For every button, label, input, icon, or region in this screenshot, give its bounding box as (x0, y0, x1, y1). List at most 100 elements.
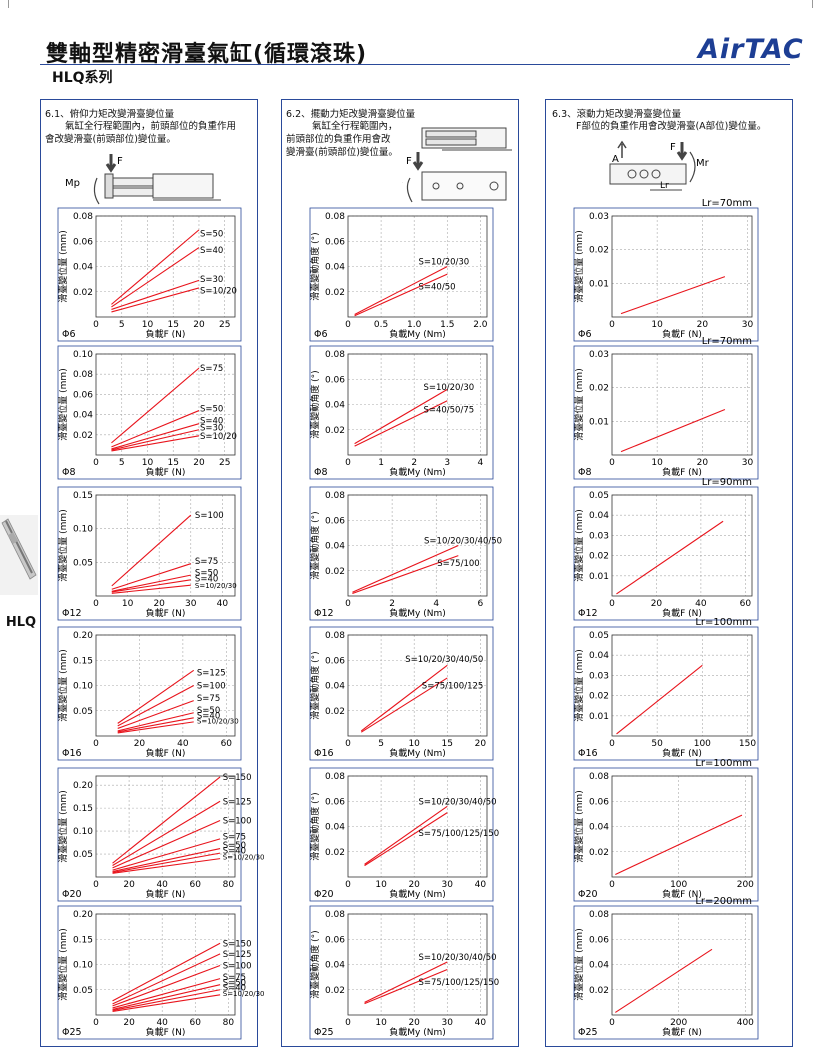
diagram-label-moment: My (402, 180, 403, 191)
side-tab-hlq[interactable]: HLQ (0, 612, 42, 634)
y-tick-label: 0.04 (325, 682, 345, 692)
series-label: S=75 (195, 557, 218, 567)
x-tick-label: 20 (651, 599, 663, 609)
x-tick-label: 0.5 (374, 320, 388, 330)
series-line (117, 669, 195, 724)
x-tick-label: 6 (478, 599, 484, 609)
y-tick-label: 0.10 (73, 350, 93, 360)
y-tick-label: 0.04 (589, 511, 609, 521)
series-line (615, 948, 713, 1013)
y-tick-label: 0.08 (325, 212, 345, 222)
y-tick-label: 0.20 (73, 781, 93, 791)
y-tick-label: 0.04 (589, 823, 609, 833)
model-label: Φ8 (314, 467, 328, 478)
y-axis-label: 滑臺變位量 (mm) (57, 230, 69, 302)
series-line (111, 574, 191, 592)
series-label: S=40 (195, 574, 218, 584)
chart-frame (57, 345, 242, 480)
chart-1-2: 0 5 10 15 20 25 0.02 0.04 0.06 0.08 0.10 負載F (N) 滑臺變… (57, 345, 242, 480)
x-tick-label: 200 (737, 880, 754, 890)
lr-label: Lr=100mm (695, 758, 752, 769)
y-tick-label: 0.02 (73, 288, 93, 298)
series-line (112, 800, 221, 866)
series-label: S=10/20 (200, 286, 237, 296)
x-tick-label: 100 (670, 880, 687, 890)
x-tick-label: 10 (408, 739, 420, 749)
y-tick-label: 0.02 (589, 552, 609, 562)
x-axis-label: 負載F (N) (146, 328, 186, 340)
x-tick-label: 20 (153, 599, 165, 609)
y-axis-label: 滑臺變動角度 (°) (309, 930, 321, 998)
diagram-label-point: A (612, 154, 619, 165)
series-line (111, 563, 191, 590)
series-line (117, 712, 194, 732)
model-label: Φ25 (578, 1027, 598, 1038)
series-label: S=50 (223, 979, 246, 989)
x-tick-label: 25 (219, 320, 230, 330)
model-label: Φ25 (314, 1027, 334, 1038)
diagram-label-length: Lr (660, 181, 669, 191)
x-tick-label: 20 (697, 320, 709, 330)
x-tick-label: 30 (742, 458, 754, 468)
y-axis-label: 滑臺變位量 (mm) (57, 509, 69, 581)
panel-yaw-moment: 6.2、擺動力矩改變滑臺變位量 氣缸全行程範圍內， 前頭部位的負重作用會改 變滑… (281, 99, 519, 1047)
chart-frame (573, 345, 759, 480)
plot-area (95, 775, 236, 878)
y-tick-label: 0.06 (73, 237, 93, 247)
series-line (112, 953, 221, 1005)
x-tick-label: 20 (408, 1018, 420, 1028)
series-line (112, 942, 221, 1002)
x-tick-label: 10 (142, 320, 154, 330)
x-tick-label: 10 (142, 458, 154, 468)
y-tick-label: 0.04 (325, 401, 345, 411)
model-label: Φ6 (62, 329, 76, 340)
plot-area (347, 494, 488, 597)
series-label: S=75 (197, 694, 220, 704)
lr-label: Lr=100mm (695, 617, 752, 628)
series-label: S=75 (223, 973, 246, 983)
y-tick-label: 0.06 (325, 516, 345, 526)
series-label: S=10/20/30 (197, 717, 239, 725)
x-axis-label: 負載F (N) (146, 888, 186, 900)
y-axis-label: 滑臺變位量 (mm) (573, 790, 585, 862)
series-label: S=40/50 (419, 283, 456, 293)
x-tick-label: 20 (123, 880, 135, 890)
y-tick-label: 0.02 (325, 848, 345, 858)
chart-3-3: 0 20 40 60 0.01 0.02 0.03 0.04 0.05 負載F (N) 滑臺變位量 … (573, 477, 759, 621)
series-label: S=50 (200, 230, 223, 240)
series-label: S=10/20/30 (419, 257, 470, 267)
series-line (364, 805, 448, 865)
x-tick-label: 1 (378, 458, 384, 468)
series-label: S=40/50/75 (423, 406, 474, 416)
x-tick-label: 150 (739, 739, 756, 749)
diagram-label-moment: Mp (65, 178, 80, 189)
chart-frame (309, 905, 494, 1040)
series-line (354, 388, 448, 445)
series-label: S=10/20 (200, 432, 237, 442)
series-label: S=40 (223, 846, 246, 856)
pitch-diagram-icon: F Mp (65, 154, 221, 205)
chart-2-6: 0 10 20 30 40 0.02 0.04 0.06 0.08 負載My (Nm) 滑臺變動角度… (309, 905, 499, 1040)
x-tick-label: 0 (345, 599, 351, 609)
series-label: S=100 (223, 817, 252, 827)
y-axis-label: 滑臺變位量 (mm) (573, 509, 585, 581)
x-tick-label: 30 (185, 599, 197, 609)
y-tick-label: 0.06 (589, 935, 609, 945)
x-tick-label: 5 (119, 458, 125, 468)
chart-1-3: 0 10 20 30 40 0.05 0.10 0.15 負載F (N) 滑臺變位量 (mm) Φ1… (57, 486, 242, 621)
brand-logo: AirTAC (698, 34, 804, 65)
y-tick-label: 0.04 (589, 961, 609, 971)
series-label: S=100 (197, 682, 226, 692)
y-tick-label: 0.08 (325, 491, 345, 501)
model-label: Φ25 (62, 1027, 82, 1038)
plot-area (347, 913, 488, 1016)
series-line (112, 847, 221, 873)
x-tick-label: 40 (156, 880, 168, 890)
y-tick-label: 0.02 (589, 986, 609, 996)
diagram-label-force: F (117, 156, 123, 167)
series-line (117, 717, 194, 733)
model-label: Φ16 (62, 748, 82, 759)
lr-label: Lr=90mm (702, 477, 752, 488)
series-line (112, 852, 221, 873)
y-tick-label: 0.08 (325, 910, 345, 920)
